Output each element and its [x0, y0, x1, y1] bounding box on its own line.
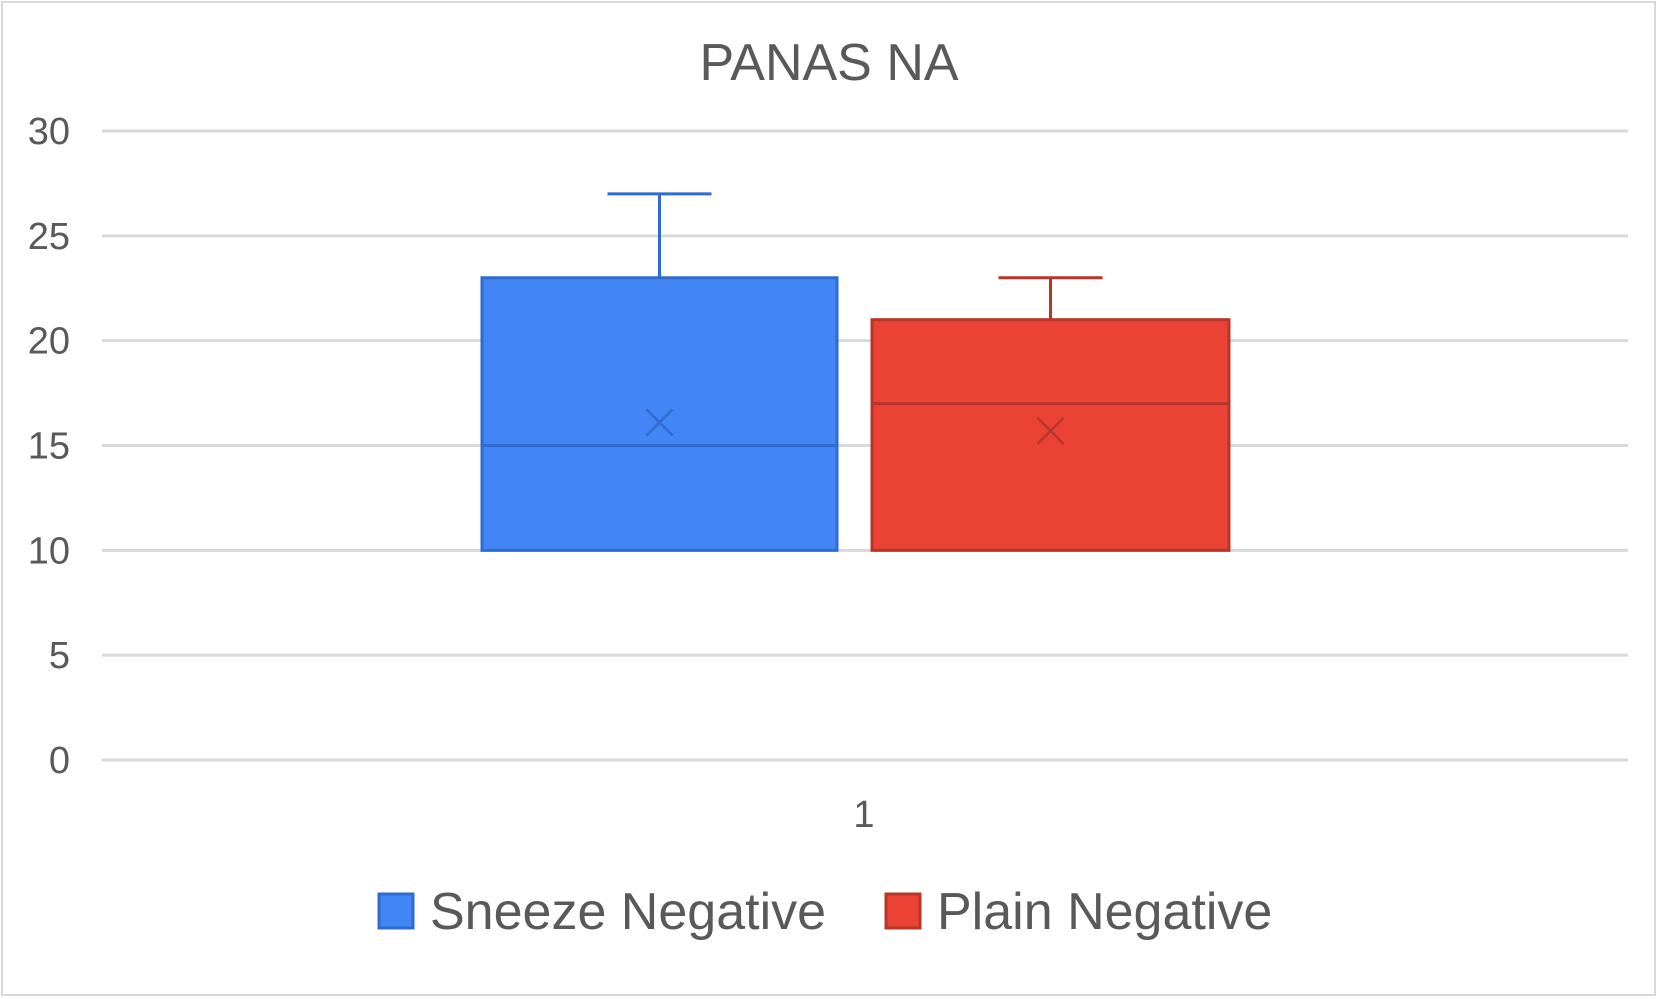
x-tick-label: 1 [853, 794, 874, 836]
y-tick-label: 25 [28, 216, 70, 258]
x-axis-ticks: 1 [853, 794, 874, 836]
gridlines [102, 129, 1628, 762]
y-tick-label: 0 [49, 740, 70, 782]
y-axis-ticks: 0 5 10 15 20 25 30 [28, 111, 70, 782]
chart-title: PANAS NA [699, 34, 958, 92]
mean-marker-sneeze-negative [645, 408, 674, 437]
box-sneeze-negative [480, 192, 839, 552]
y-tick-label: 10 [28, 530, 70, 572]
y-tick-label: 15 [28, 426, 70, 468]
box-plain-negative [870, 276, 1231, 552]
y-tick-label: 5 [49, 635, 70, 677]
y-tick-label: 30 [28, 111, 70, 153]
box-rect-plain-negative [870, 318, 1231, 552]
box-series [480, 192, 1231, 552]
box-rect-sneeze-negative [480, 276, 839, 552]
legend: Sneeze Negative Plain Negative [377, 883, 1272, 941]
legend-label-plain-negative: Plain Negative [937, 883, 1272, 941]
y-tick-label: 20 [28, 321, 70, 363]
mean-marker-plain-negative [1036, 416, 1065, 445]
legend-swatch-plain-negative [884, 892, 922, 930]
legend-swatch-sneeze-negative [377, 892, 415, 930]
legend-label-sneeze-negative: Sneeze Negative [430, 883, 826, 941]
